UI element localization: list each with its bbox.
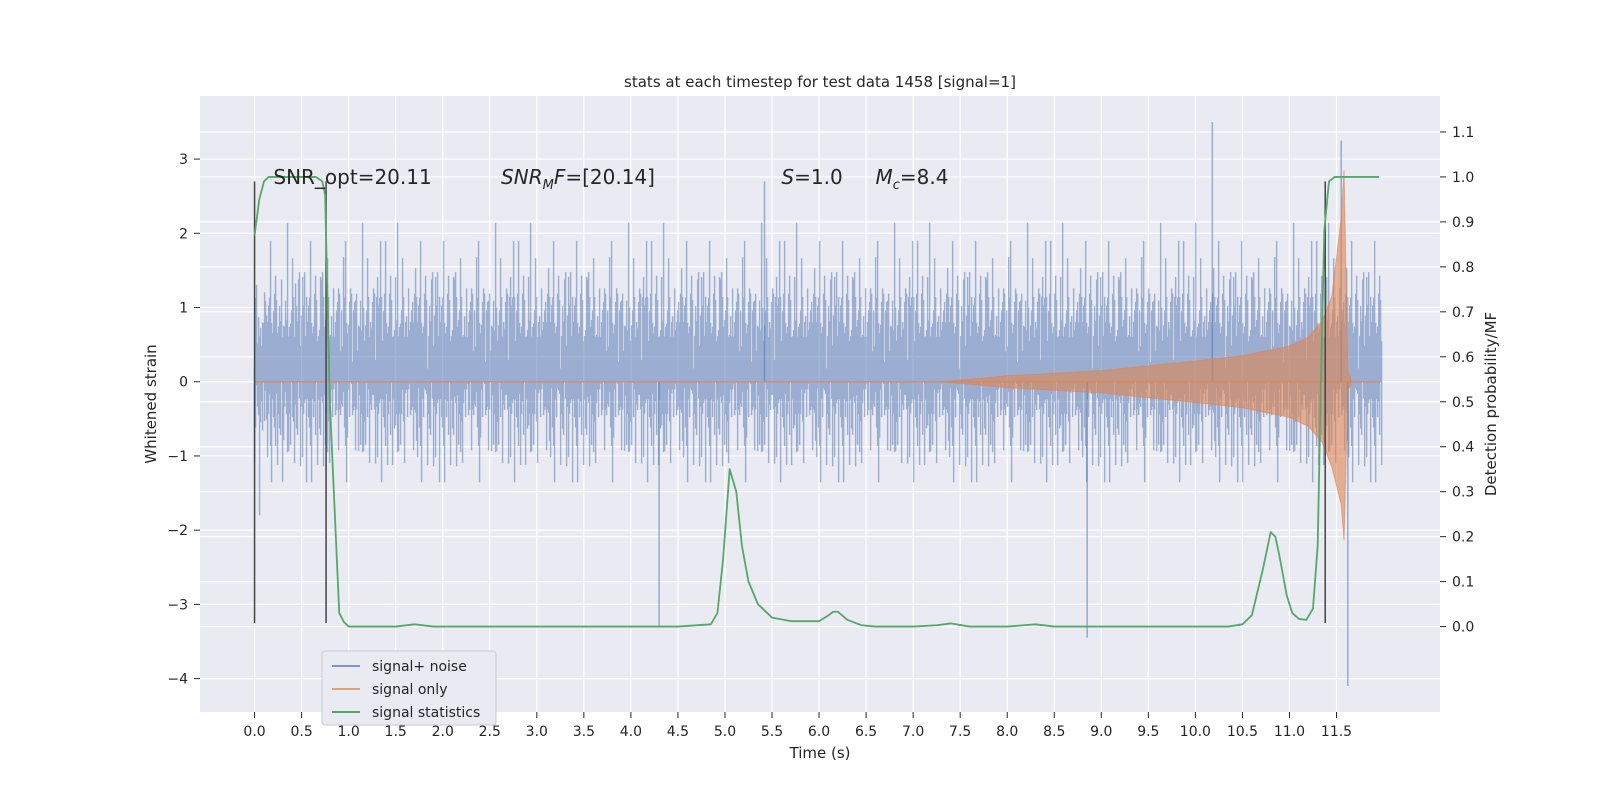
x-tick-label: 8.5	[1043, 724, 1065, 740]
x-tick-label: 11.5	[1321, 724, 1352, 740]
x-tick-label: 10.0	[1180, 724, 1211, 740]
x-tick-label: 5.5	[761, 724, 783, 740]
y-right-tick-label: 1.0	[1452, 170, 1474, 186]
x-tick-label: 3.0	[526, 724, 548, 740]
x-tick-label: 11.0	[1274, 724, 1305, 740]
y-left-tick-label: 1	[179, 301, 188, 317]
x-axis-label: Time (s)	[789, 744, 851, 762]
legend-label: signal statistics	[372, 705, 480, 721]
y-right-tick-label: 0.8	[1452, 260, 1474, 276]
legend-label: signal+ noise	[372, 659, 467, 675]
y-left-tick-label: 2	[179, 226, 188, 242]
y-right-tick-label: 0.7	[1452, 305, 1474, 321]
x-tick-label: 6.0	[808, 724, 830, 740]
y-right-tick-label: 0.5	[1452, 395, 1474, 411]
y-right-tick-label: 0.4	[1452, 440, 1474, 456]
legend: signal+ noise signal only signal statistic…	[321, 650, 497, 726]
x-tick-label: 3.5	[573, 724, 595, 740]
x-tick-label: 9.5	[1137, 724, 1159, 740]
annotation: SNR_opt=20.11	[273, 165, 431, 189]
y-left-tick-label: −4	[167, 672, 188, 688]
y-right-tick-label: 0.0	[1452, 620, 1474, 636]
y-left-tick-label: −3	[167, 597, 188, 613]
y-right-tick-label: 1.1	[1452, 125, 1474, 141]
y-right-tick-label: 0.3	[1452, 485, 1474, 501]
y-axis-left: −4 −3 −2 −1 0 1 2 3	[167, 152, 200, 688]
annotations: SNR_opt=20.11 SNRMF=[20.14] S=1.0 Mc=8.4	[273, 165, 948, 193]
x-tick-label: 9.0	[1090, 724, 1112, 740]
signal-statistics-line	[253, 176, 1379, 628]
x-tick-label: 0.0	[243, 724, 265, 740]
x-tick-label: 2.0	[432, 724, 454, 740]
x-tick-label: 1.0	[338, 724, 360, 740]
legend-label: signal only	[372, 682, 447, 698]
annotation: S=1.0	[781, 165, 842, 189]
series-signal-plus-noise	[253, 121, 1383, 687]
x-axis: 0.0 0.5 1.0 1.5 2.0 2.5 3.0 3.5 4.0 4.5 5.0 5.5 6.0 6…	[243, 712, 1352, 740]
x-tick-label: 7.5	[949, 724, 971, 740]
y-left-tick-label: 3	[179, 152, 188, 168]
legend-frame	[321, 650, 497, 726]
y-axis-right: 0.0 0.1 0.2 0.3 0.4 0.5 0.6 0.7 0.8 0.9 1.0 1.1	[1440, 125, 1474, 636]
x-tick-label: 6.5	[855, 724, 877, 740]
y-right-tick-label: 0.1	[1452, 575, 1474, 591]
annotation: Mc=8.4	[876, 165, 949, 193]
x-tick-label: 4.5	[667, 724, 689, 740]
x-tick-label: 8.0	[996, 724, 1018, 740]
series-signal-statistics	[253, 176, 1379, 628]
chart-title: stats at each timestep for test data 145…	[624, 73, 1016, 91]
y-right-tick-label: 0.6	[1452, 350, 1474, 366]
x-tick-label: 5.0	[714, 724, 736, 740]
x-tick-label: 10.5	[1227, 724, 1258, 740]
x-tick-label: 4.0	[620, 724, 642, 740]
signal-only-chirp	[941, 170, 1352, 541]
y-axis-left-label: Whitened strain	[142, 344, 160, 463]
y-right-tick-label: 0.9	[1452, 215, 1474, 231]
x-tick-label: 2.5	[479, 724, 501, 740]
y-left-tick-label: 0	[179, 375, 188, 391]
series-signal-only	[254, 170, 1382, 541]
y-axis-right-label: Detection probability/MF	[1482, 312, 1500, 496]
y-left-tick-label: −2	[167, 523, 188, 539]
x-tick-label: 1.5	[385, 724, 407, 740]
annotation: SNRMF=[20.14]	[501, 165, 655, 193]
y-left-tick-label: −1	[167, 449, 188, 465]
x-tick-label: 0.5	[290, 724, 312, 740]
x-tick-label: 7.0	[902, 724, 924, 740]
y-right-tick-label: 0.2	[1452, 530, 1474, 546]
